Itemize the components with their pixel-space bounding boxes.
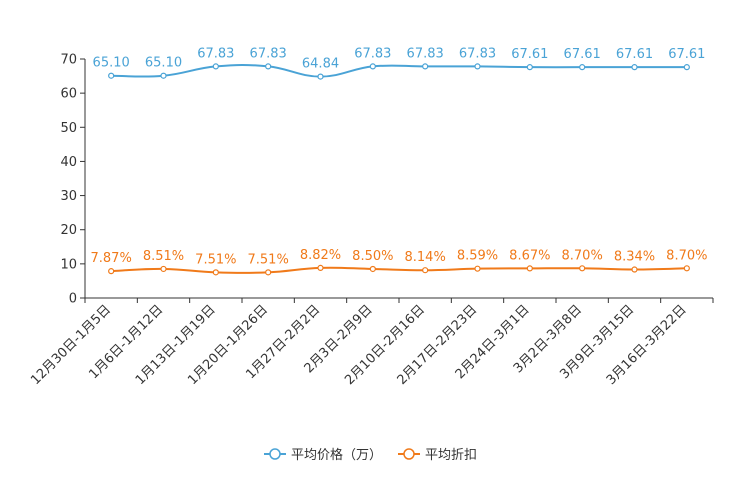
series-layer: 65.10 65.10 67.83 67.83 64.84 67.83 67.83 67.83… (91, 46, 707, 276)
data-point (579, 265, 586, 272)
y-tick-label: 40 (60, 155, 77, 170)
y-tick-label: 10 (60, 257, 77, 272)
series-line (111, 63, 687, 78)
data-label: 67.83 (354, 46, 391, 61)
y-tick-label: 20 (60, 223, 77, 238)
data-label: 67.61 (511, 47, 548, 62)
data-point (317, 264, 324, 271)
legend-item-2: 平均折扣 (398, 448, 477, 463)
data-point (683, 265, 690, 272)
y-tick-label: 50 (60, 121, 77, 136)
data-label: 8.70% (666, 248, 707, 263)
y-tick-label: 0 (69, 292, 77, 307)
legend-item-1: 平均价格（万） (264, 447, 382, 463)
data-point (160, 265, 167, 273)
data-point (212, 269, 219, 276)
data-point (631, 266, 638, 273)
data-point (526, 64, 533, 71)
data-label: 67.61 (564, 47, 601, 62)
series-1: 65.10 65.10 67.83 67.83 64.84 67.83 67.83 67.83… (93, 46, 705, 80)
y-tick-label: 70 (60, 53, 77, 68)
data-label: 65.10 (145, 56, 182, 71)
series-2: 7.87% 8.51% 7.51% 7.51% 8.82% 8.50% 8.14% 8.59%… (91, 248, 707, 276)
data-label: 67.83 (459, 46, 496, 61)
x-axis-categories: 12月30日-1月5日1月6日-1月12日1月13日-1月19日1月20日-1月… (28, 298, 714, 388)
data-label: 8.51% (143, 249, 184, 264)
data-point (631, 64, 638, 71)
data-label: 7.87% (91, 251, 132, 266)
data-point (474, 63, 481, 70)
data-point (474, 265, 481, 272)
data-label: 67.61 (668, 47, 705, 62)
data-point (579, 64, 586, 71)
data-point (526, 265, 533, 272)
data-label: 8.67% (509, 248, 550, 263)
data-point (265, 269, 272, 276)
data-label: 8.59% (457, 249, 498, 264)
legend: 平均价格（万） 平均折扣 (264, 447, 477, 463)
data-point (265, 63, 272, 70)
data-point (317, 73, 324, 80)
data-label: 8.70% (562, 248, 603, 263)
data-label: 7.51% (248, 252, 289, 267)
data-point (369, 265, 376, 273)
data-point (212, 63, 219, 70)
data-label: 8.82% (300, 248, 341, 263)
data-point (422, 267, 429, 274)
legend-swatch-marker (269, 448, 281, 460)
data-point (422, 63, 429, 70)
data-point (369, 63, 376, 70)
legend-label: 平均价格（万） (291, 447, 382, 463)
series-line (111, 266, 687, 274)
data-label: 67.83 (197, 46, 234, 61)
data-label: 8.14% (405, 250, 446, 265)
data-point (683, 64, 690, 71)
legend-label: 平均折扣 (425, 448, 477, 463)
legend-swatch-marker (403, 448, 415, 460)
data-label: 65.10 (93, 56, 130, 71)
data-label: 8.34% (614, 250, 655, 265)
data-label: 67.83 (407, 46, 444, 61)
data-label: 67.83 (250, 46, 287, 61)
data-label: 7.51% (195, 252, 236, 267)
data-point (108, 268, 115, 275)
y-tick-label: 30 (60, 189, 77, 204)
data-point (160, 72, 167, 79)
y-axis-ticks: 0 10 20 30 40 50 60 70 (60, 53, 85, 307)
data-label: 67.61 (616, 47, 653, 62)
data-label: 8.50% (352, 249, 393, 264)
data-label: 64.84 (302, 57, 339, 72)
y-tick-label: 60 (60, 87, 77, 102)
data-point (108, 72, 115, 79)
